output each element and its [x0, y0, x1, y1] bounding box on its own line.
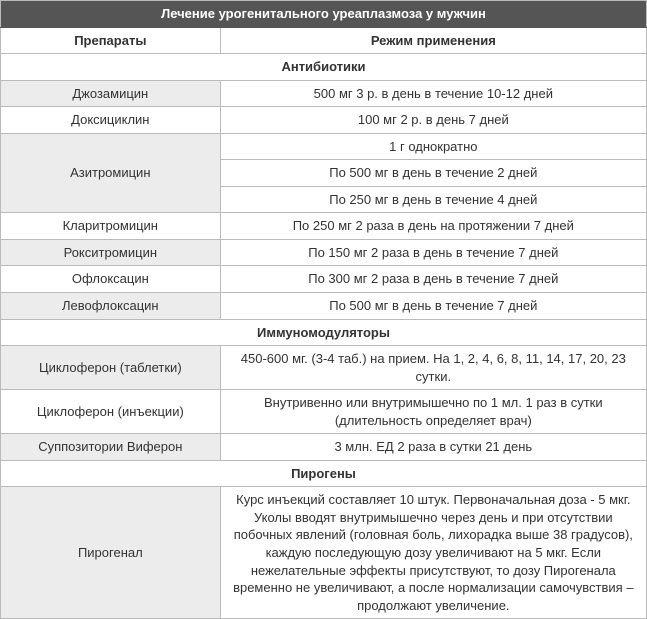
drug-cell: Левофлоксацин: [1, 293, 221, 320]
table-row: Рокситромицин По 150 мг 2 раза в день в …: [1, 239, 647, 266]
regimen-cell: 3 млн. ЕД 2 раза в сутки 21 день: [220, 434, 646, 461]
section-label: Пирогены: [1, 460, 647, 487]
section-label: Иммуномодуляторы: [1, 319, 647, 346]
header-drug: Препараты: [1, 27, 221, 54]
drug-cell: Кларитромицин: [1, 213, 221, 240]
table-row: Джозамицин 500 мг 3 р. в день в течение …: [1, 80, 647, 107]
table-row: Офлоксацин По 300 мг 2 раза в день в теч…: [1, 266, 647, 293]
table-row: Пирогенал Курс инъекций составляет 10 шт…: [1, 487, 647, 619]
header-row: Препараты Режим применения: [1, 27, 647, 54]
regimen-cell: По 500 мг в день в течение 7 дней: [220, 293, 646, 320]
drug-cell: Циклоферон (инъекции): [1, 390, 221, 434]
drug-cell: Циклоферон (таблетки): [1, 346, 221, 390]
drug-cell: Азитромицин: [1, 133, 221, 213]
drug-cell: Офлоксацин: [1, 266, 221, 293]
regimen-cell: 100 мг 2 р. в день 7 дней: [220, 107, 646, 134]
drug-cell: Доксициклин: [1, 107, 221, 134]
table-row: Левофлоксацин По 500 мг в день в течение…: [1, 293, 647, 320]
table-row: Циклоферон (инъекции) Внутривенно или вн…: [1, 390, 647, 434]
drug-cell: Пирогенал: [1, 487, 221, 619]
regimen-cell: По 500 мг в день в течение 2 дней: [220, 160, 646, 187]
regimen-cell: Курс инъекций составляет 10 штук. Первон…: [220, 487, 646, 619]
table-row: Суппозитории Виферон 3 млн. ЕД 2 раза в …: [1, 434, 647, 461]
regimen-cell: По 250 мг 2 раза в день на протяжении 7 …: [220, 213, 646, 240]
table-row: Кларитромицин По 250 мг 2 раза в день на…: [1, 213, 647, 240]
table-row: Циклоферон (таблетки) 450-600 мг. (3-4 т…: [1, 346, 647, 390]
regimen-cell: 500 мг 3 р. в день в течение 10-12 дней: [220, 80, 646, 107]
drug-cell: Джозамицин: [1, 80, 221, 107]
table-row: Доксициклин 100 мг 2 р. в день 7 дней: [1, 107, 647, 134]
regimen-cell: 1 г однократно: [220, 133, 646, 160]
regimen-cell: По 150 мг 2 раза в день в течение 7 дней: [220, 239, 646, 266]
treatment-table: Лечение урогенитального уреаплазмоза у м…: [0, 0, 647, 619]
table-row: Азитромицин 1 г однократно: [1, 133, 647, 160]
drug-cell: Рокситромицин: [1, 239, 221, 266]
section-antibiotics: Антибиотики: [1, 54, 647, 81]
regimen-cell: Внутривенно или внутримышечно по 1 мл. 1…: [220, 390, 646, 434]
regimen-cell: 450-600 мг. (3-4 таб.) на прием. На 1, 2…: [220, 346, 646, 390]
title-row: Лечение урогенитального уреаплазмоза у м…: [1, 1, 647, 28]
drug-cell: Суппозитории Виферон: [1, 434, 221, 461]
table-title: Лечение урогенитального уреаплазмоза у м…: [1, 1, 647, 28]
regimen-cell: По 300 мг 2 раза в день в течение 7 дней: [220, 266, 646, 293]
header-regimen: Режим применения: [220, 27, 646, 54]
section-pyrogens: Пирогены: [1, 460, 647, 487]
section-label: Антибиотики: [1, 54, 647, 81]
section-immuno: Иммуномодуляторы: [1, 319, 647, 346]
regimen-cell: По 250 мг в день в течение 4 дней: [220, 186, 646, 213]
